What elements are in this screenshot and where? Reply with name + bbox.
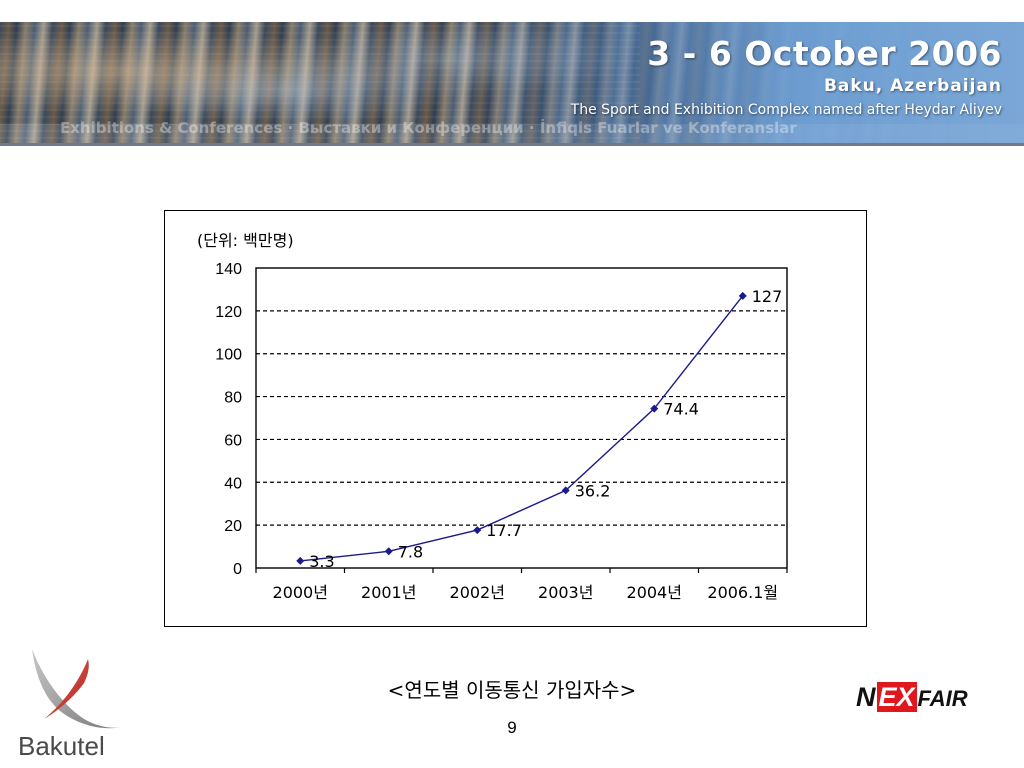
bakutel-emblem-icon bbox=[32, 649, 122, 729]
y-tick-label: 40 bbox=[224, 475, 242, 492]
x-tick-label: 2004년 bbox=[627, 583, 682, 602]
data-label: 127 bbox=[752, 287, 783, 306]
banner-venue: The Sport and Exhibition Complex named a… bbox=[570, 102, 1002, 118]
y-tick-label: 0 bbox=[233, 561, 242, 578]
y-tick-label: 120 bbox=[215, 304, 242, 321]
banner-strip bbox=[0, 124, 1024, 144]
data-label: 36.2 bbox=[575, 481, 611, 500]
y-tick-label: 100 bbox=[215, 347, 242, 364]
data-point bbox=[738, 291, 747, 300]
banner-date: 3 - 6 October 2006 bbox=[647, 34, 1002, 73]
nexfair-ex: EX bbox=[876, 682, 917, 712]
data-point bbox=[473, 526, 482, 535]
header-banner: Exhibitions & Conferences · Выставки и К… bbox=[0, 22, 1024, 146]
y-tick-label: 20 bbox=[224, 518, 242, 535]
data-label: 17.7 bbox=[486, 521, 522, 540]
nexfair-fair: FAIR bbox=[917, 686, 968, 711]
data-point bbox=[650, 404, 659, 413]
unit-label: (단위: 백만명) bbox=[197, 231, 294, 250]
data-label: 7.8 bbox=[398, 542, 423, 561]
x-tick-label: 2000년 bbox=[273, 583, 328, 602]
data-point bbox=[384, 547, 393, 556]
banner-city: Baku, Azerbaijan bbox=[823, 76, 1002, 96]
banner-divider bbox=[0, 143, 1024, 146]
x-tick-label: 2001년 bbox=[361, 583, 416, 602]
banner-watermark: Exhibitions & Conferences · Выставки и К… bbox=[60, 119, 797, 137]
x-tick-label: 2003년 bbox=[538, 583, 593, 602]
page-number: 9 bbox=[507, 718, 517, 737]
nexfair-n: N bbox=[856, 682, 876, 712]
data-point bbox=[296, 556, 305, 565]
chart-caption: <연도별 이동통신 가입자수> bbox=[387, 678, 637, 702]
y-tick-label: 140 bbox=[215, 261, 242, 278]
series-line bbox=[300, 295, 744, 562]
line-chart: (단위: 백만명) 0 20 40 60 80 100 120 140 2000년 2001년 200… bbox=[197, 231, 788, 602]
nexfair-logo: N EX FAIR bbox=[856, 680, 968, 714]
data-label: 74.4 bbox=[663, 400, 699, 419]
bakutel-wordmark: Bakutel bbox=[18, 731, 105, 761]
chart-frame: (단위: 백만명) 0 20 40 60 80 100 120 140 2000년 2001년 200… bbox=[164, 210, 867, 627]
y-tick-label: 80 bbox=[224, 390, 242, 407]
x-tick-label: 2002년 bbox=[450, 583, 505, 602]
bakutel-logo: Bakutel bbox=[18, 645, 138, 763]
y-tick-label: 60 bbox=[224, 432, 242, 449]
data-point bbox=[561, 486, 570, 495]
data-label: 3.3 bbox=[309, 552, 334, 571]
banner-photo bbox=[0, 22, 640, 146]
x-tick-label: 2006.1월 bbox=[707, 583, 778, 602]
